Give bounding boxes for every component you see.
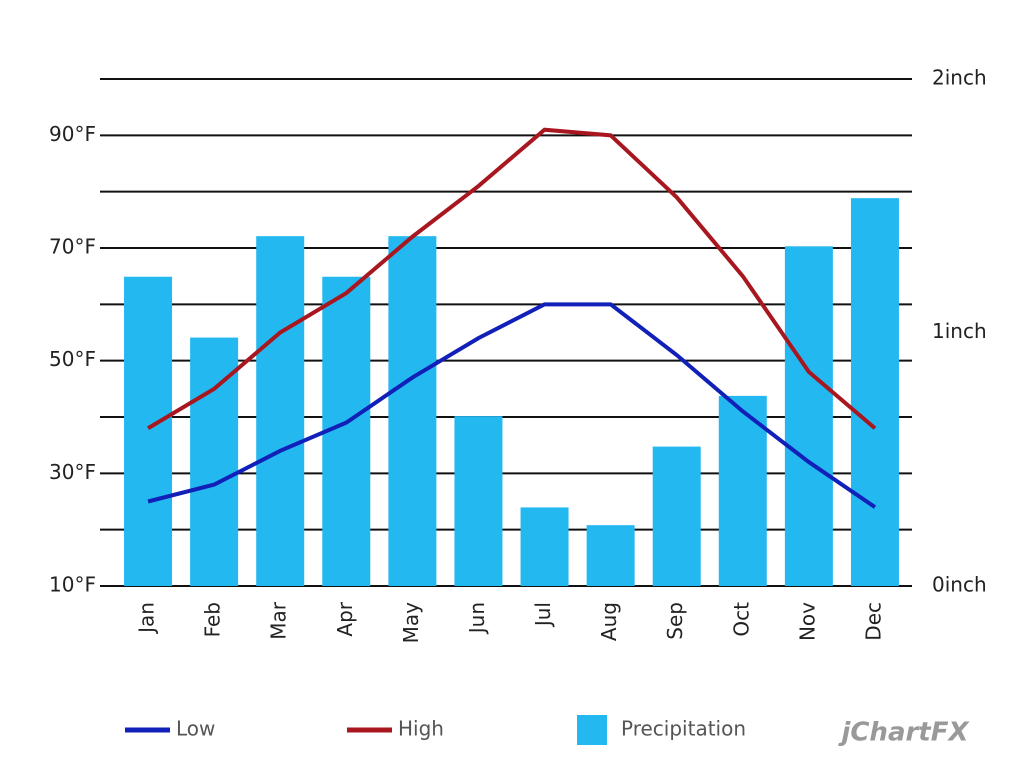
x-tick-label: Nov [795,602,819,641]
x-tick-label: Aug [597,602,621,641]
x-tick-label: Mar [267,601,291,640]
bar [586,525,635,586]
bar [520,507,569,586]
y2-tick-label: 0inch [932,573,987,597]
bar [652,446,701,586]
x-tick-label: Apr [333,601,357,636]
x-tick-label: Dec [861,602,885,641]
bar [124,276,173,586]
bar [850,198,899,586]
x-tick-label: Jul [531,602,555,628]
x-tick-label: Sep [663,602,687,640]
legend-label: Precipitation [621,717,746,741]
line [147,127,877,430]
line [147,302,877,509]
bar [454,416,503,586]
x-tick-label: Oct [729,602,753,637]
legend-label: Low [176,717,215,741]
legend-swatch [577,715,607,745]
y-tick-label: 50°F [49,347,96,371]
y-tick-label: 70°F [49,235,96,259]
x-tick-label: Feb [201,602,225,637]
bar [388,236,437,587]
bar [784,246,833,586]
watermark: jChartFX [837,718,970,748]
bar [718,395,767,586]
y-tick-label: 30°F [49,460,96,484]
legend-label: High [398,717,444,741]
y-tick-label: 90°F [49,122,96,146]
x-tick-label: Jun [465,602,489,635]
x-tick-label: May [399,602,423,644]
bar [256,236,305,587]
bar [190,337,239,586]
x-tick-label: Jan [135,602,159,635]
y-tick-label: 10°F [49,573,96,597]
y2-tick-label: 1inch [932,319,987,343]
y2-tick-label: 2inch [932,66,987,90]
